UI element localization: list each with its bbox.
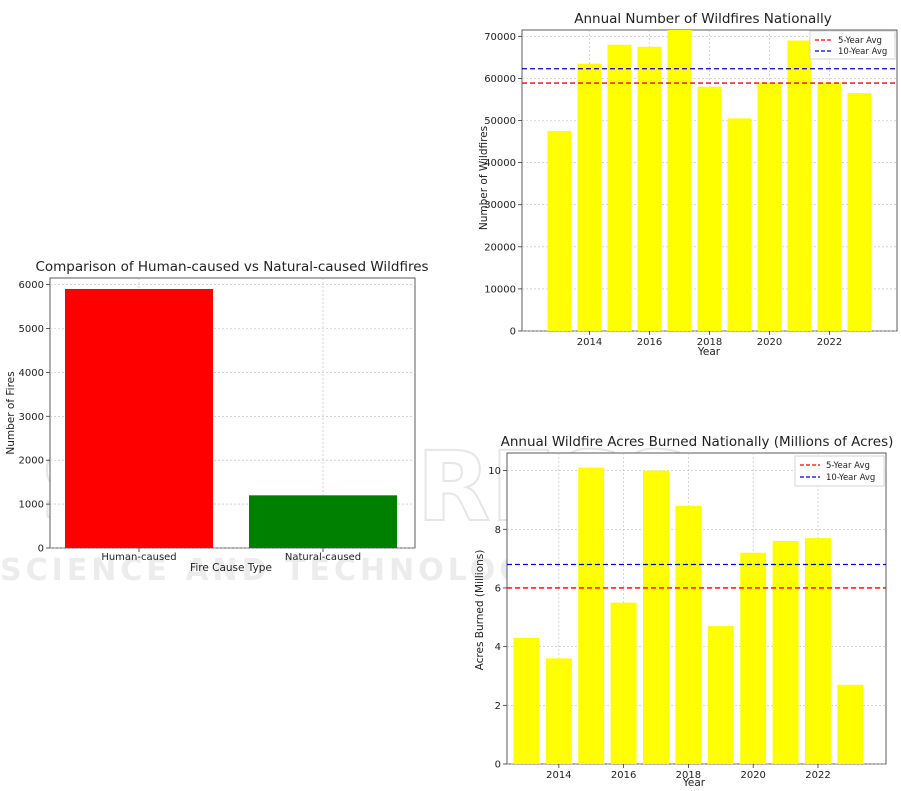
y-tick-label: 6 (495, 583, 501, 594)
y-tick-label: 40000 (484, 158, 516, 169)
bar (837, 684, 864, 764)
y-tick-label: 0 (38, 544, 44, 555)
y-tick-label: 3000 (19, 412, 44, 423)
x-tick-label: 2022 (817, 337, 842, 348)
x-tick-label: Natural-caused (285, 552, 361, 563)
bar (65, 288, 213, 548)
y-tick-label: 30000 (484, 200, 516, 211)
bar (607, 44, 632, 332)
y-tick-label: 4000 (19, 368, 44, 379)
bar (610, 602, 637, 764)
bar (707, 626, 734, 764)
bar (667, 30, 692, 331)
bar (675, 505, 702, 764)
bar (637, 46, 662, 331)
y-tick-label: 70000 (484, 32, 516, 43)
x-tick-label: 2018 (697, 337, 722, 348)
acres-chart-ylabel: Acres Burned (Millions) (474, 550, 486, 671)
x-tick-label: 2014 (546, 770, 571, 781)
bar (545, 658, 572, 764)
legend-label-5yr: 5-Year Avg (838, 36, 882, 46)
y-tick-label: 10 (488, 466, 501, 477)
bar (805, 538, 831, 764)
count-chart-legend: 5-Year Avg 10-Year Avg (809, 30, 896, 60)
bar (513, 637, 540, 764)
bar (578, 467, 605, 764)
bar (727, 118, 752, 331)
y-tick-label: 50000 (484, 116, 516, 127)
y-tick-label: 20000 (484, 242, 516, 253)
x-tick-label: 2018 (676, 770, 701, 781)
acres-chart-plot: 0 2 4 6 8 10 2014 2016 2018 2020 2022 (488, 452, 887, 781)
legend-label-5yr: 5-Year Avg (826, 461, 870, 471)
acres-chart-legend: 5-Year Avg 10-Year Avg (794, 455, 885, 487)
cause-chart-xlabel: Fire Cause Type (190, 562, 272, 574)
count-chart-ylabel: Number of Wildfires (478, 126, 490, 230)
y-tick-label: 0 (510, 327, 516, 338)
acres-chart-title: Annual Wildfire Acres Burned Nationally … (501, 434, 894, 450)
bar (740, 552, 767, 764)
acres-chart: Annual Wildfire Acres Burned Nationally … (474, 434, 893, 789)
x-tick-label: Human-caused (101, 552, 176, 563)
y-tick-label: 4 (495, 642, 501, 653)
cause-chart-ylabel: Number of Fires (5, 371, 17, 454)
y-tick-label: 10000 (484, 284, 516, 295)
bar (847, 93, 872, 331)
bar (817, 82, 842, 331)
bar (697, 86, 722, 331)
bar (757, 82, 782, 331)
bar (772, 541, 799, 764)
bar (577, 63, 602, 332)
x-tick-label: 2020 (757, 337, 782, 348)
legend-box (794, 455, 885, 487)
legend-box (809, 30, 896, 60)
legend-label-10yr: 10-Year Avg (838, 47, 887, 57)
acres-chart-xlabel: Year (682, 777, 706, 789)
x-tick-label: 2022 (805, 770, 830, 781)
y-tick-label: 2 (495, 701, 501, 712)
y-tick-label: 8 (495, 525, 501, 536)
cause-chart-title: Comparison of Human-caused vs Natural-ca… (35, 259, 428, 275)
y-tick-label: 5000 (19, 324, 44, 335)
count-chart-plot: 0 10000 20000 30000 40000 50000 60000 70000 2014… (484, 29, 898, 348)
count-chart-xlabel: Year (697, 346, 721, 358)
count-chart: Annual Number of Wildfires Nationally Ye… (478, 11, 898, 358)
legend-label-10yr: 10-Year Avg (826, 473, 875, 483)
bar (249, 495, 397, 548)
y-tick-label: 0 (495, 760, 501, 771)
count-chart-title: Annual Number of Wildfires Nationally (574, 11, 832, 27)
x-tick-label: 2014 (577, 337, 602, 348)
x-tick-label: 2016 (637, 337, 662, 348)
x-tick-label: 2020 (740, 770, 765, 781)
cause-chart-plot: 0 1000 2000 3000 4000 5000 6000 Human-caused Nat… (19, 277, 416, 563)
bar (643, 470, 669, 764)
y-tick-label: 2000 (19, 456, 44, 467)
y-tick-label: 6000 (19, 280, 44, 291)
bar (787, 40, 812, 331)
cause-chart: Comparison of Human-caused vs Natural-ca… (5, 259, 429, 574)
y-tick-label: 1000 (19, 500, 44, 511)
y-tick-label: 60000 (484, 74, 516, 85)
bar (547, 131, 572, 331)
x-tick-label: 2016 (611, 770, 636, 781)
